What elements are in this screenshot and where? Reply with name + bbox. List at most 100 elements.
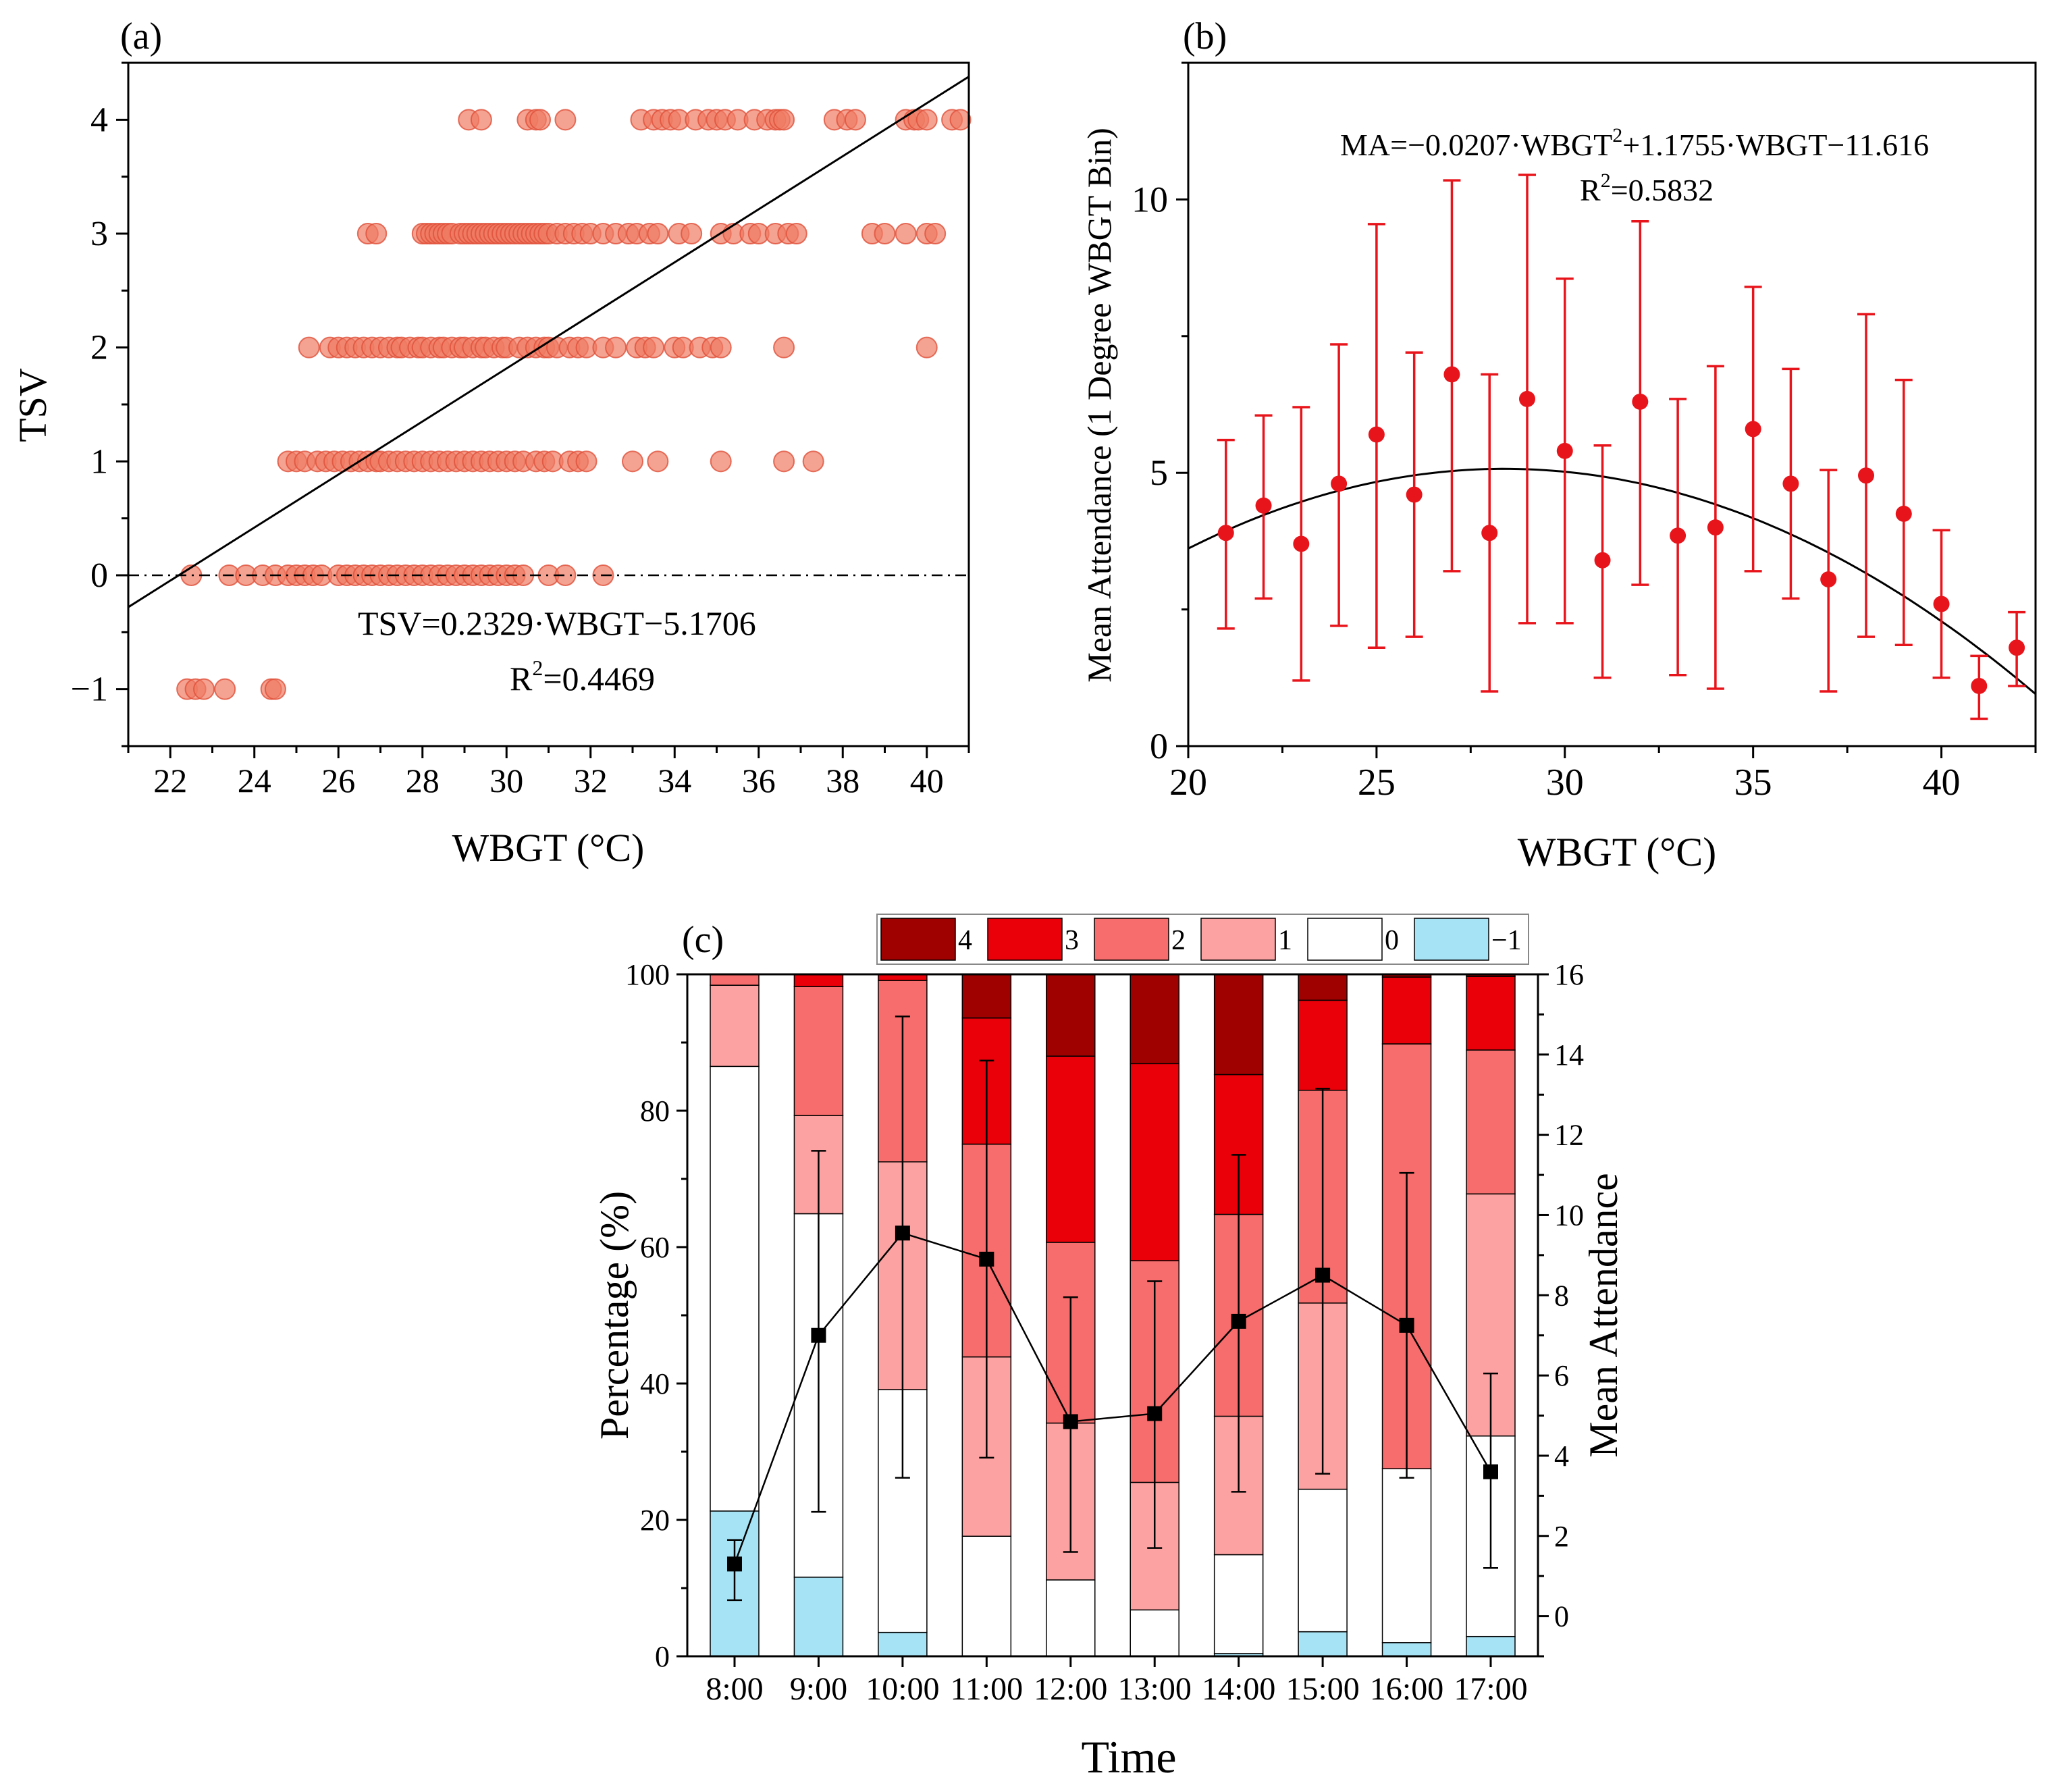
- panel-c-bar-segment: [1046, 1579, 1096, 1657]
- panel-a-point: [647, 223, 669, 244]
- panel-b-point: [1255, 497, 1272, 514]
- panel-c-bar-segment: [1130, 974, 1179, 1065]
- panel-a-equation: TSV=0.2329·WBGT−5.1706: [358, 604, 756, 642]
- panel-c-bar-segment: [1298, 1631, 1348, 1657]
- panel-c-x-tick-label: 17:00: [1454, 1671, 1527, 1707]
- panel-c-y2-tick-label: 4: [1554, 1440, 1569, 1473]
- panel-c-bar-segment: [710, 984, 760, 1068]
- panel-a-point: [874, 223, 896, 244]
- panel-b-point: [2009, 639, 2025, 656]
- panel-a-regression-line: [128, 76, 970, 608]
- panel-b-label: (b): [1183, 16, 1227, 57]
- panel-c-legend-label: 2: [1171, 925, 1186, 956]
- panel-c-x-tick-label: 12:00: [1034, 1671, 1107, 1707]
- panel-b-point: [1745, 421, 1761, 438]
- panel-c-attendance-point: [727, 1556, 742, 1572]
- panel-c-legend-swatch: [1307, 918, 1383, 961]
- panel-a-point: [773, 450, 795, 473]
- panel-c-legend-swatch: [1200, 918, 1276, 961]
- panel-b-point: [1481, 525, 1498, 542]
- panel-c-bar-segment: [1213, 974, 1264, 1076]
- panel-b-point: [1895, 505, 1912, 522]
- panel-a-point: [605, 336, 627, 359]
- panel-c-bar-segment: [710, 1065, 760, 1512]
- panel-c-y2-tick-label: 2: [1554, 1520, 1569, 1553]
- panel-c-bar-segment: [1213, 1554, 1264, 1654]
- panel-a-x-tick-label: 40: [910, 762, 944, 799]
- panel-c-x-tick-label: 16:00: [1370, 1671, 1443, 1707]
- panel-c-x-tick-label: 14:00: [1202, 1671, 1275, 1707]
- panel-a-x-tick-label: 22: [153, 762, 187, 799]
- panel-a-y-tick-label: 4: [90, 101, 108, 139]
- panel-c-attendance-point: [895, 1226, 910, 1241]
- panel-c-legend-label: 0: [1385, 925, 1399, 956]
- panel-a-point: [773, 109, 795, 131]
- panel-a-x-axis-title: WBGT (°C): [452, 826, 645, 870]
- panel-a-x-tick-label: 28: [406, 762, 440, 799]
- panel-a-point: [622, 450, 643, 473]
- panel-c-bar-segment: [1466, 976, 1516, 1051]
- panel-c-x-tick-label: 9:00: [790, 1671, 847, 1707]
- panel-c-y2-tick-label: 12: [1554, 1119, 1584, 1152]
- panel-c-y2-tick-label: 8: [1554, 1279, 1569, 1312]
- panel-c-legend-swatch: [880, 918, 956, 961]
- panel-c-bar-segment: [1298, 1488, 1348, 1633]
- panel-b-point: [1368, 426, 1385, 443]
- panel-b-point: [1858, 467, 1874, 484]
- panel-c-bar-segment: [1381, 976, 1432, 1045]
- panel-a-point: [710, 450, 732, 473]
- panel-a-point: [575, 450, 597, 473]
- panel-c-y2-tick-label: 0: [1554, 1600, 1569, 1633]
- panel-a-point: [785, 223, 807, 244]
- panel-b-x-tick-label: 25: [1358, 762, 1396, 803]
- panel-a-label: (a): [120, 16, 162, 57]
- panel-a-point: [802, 450, 824, 473]
- panel-a-y-tick-label: 2: [90, 329, 108, 367]
- panel-a-x-tick-label: 24: [238, 762, 271, 799]
- panel-c: (c) 4 3 2 1 0 −1 8:00 9:00 10:00 11:00 12:00 13:00…: [592, 914, 1626, 1783]
- panel-a-point: [365, 223, 388, 244]
- panel-a-point: [681, 223, 703, 244]
- panel-a-point: [643, 336, 665, 359]
- panel-c-y2-tick-label: 10: [1554, 1198, 1584, 1232]
- panel-b-point: [1670, 527, 1687, 544]
- panel-c-y-tick-label: 40: [640, 1367, 670, 1400]
- panel-a-point: [915, 336, 938, 359]
- panel-c-y-tick-label: 100: [625, 958, 670, 991]
- panel-c-legend: 4 3 2 1 0 −1: [876, 914, 1529, 965]
- panel-a-x-tick-label: 32: [574, 762, 608, 799]
- panel-a-point: [844, 109, 866, 131]
- panel-c-attendance-point: [1399, 1317, 1414, 1333]
- panel-b-point: [1933, 596, 1950, 612]
- panel-b-y-tick-label: 5: [1150, 452, 1168, 493]
- panel-a-x-tick-label: 36: [742, 762, 776, 799]
- panel-b-point: [1594, 552, 1611, 569]
- panel-a-point: [710, 336, 732, 359]
- panel-a-y-axis-title: TSV: [11, 368, 55, 442]
- panel-a-points: [176, 109, 972, 700]
- panel-c-bar-segment: [1298, 974, 1348, 1001]
- panel-c-bar-segment: [1046, 974, 1096, 1057]
- panel-c-bar-segment: [710, 974, 760, 986]
- panel-c-bar-segment: [793, 974, 844, 987]
- panel-b-x-tick-label: 20: [1169, 762, 1207, 803]
- panel-a-x-tick-label: 34: [658, 762, 691, 799]
- panel-c-attendance-line: [733, 1232, 1492, 1564]
- panel-a-y-tick-label: 3: [90, 215, 108, 253]
- panel-a-point: [529, 109, 552, 131]
- panel-a-y-tick-label: 1: [90, 442, 108, 481]
- panel-c-y-tick-label: 20: [640, 1504, 670, 1537]
- panel-c-attendance-point: [1483, 1464, 1498, 1479]
- panel-a-point: [193, 678, 215, 700]
- panel-c-y-axis-title: Percentage (%): [592, 1191, 637, 1440]
- panel-b: (b) 20 25 30 35 40 0 5 10 MA=−0.0207·WBGT2+1.17…: [1080, 16, 2037, 874]
- panel-c-x-tick-label: 10:00: [866, 1671, 939, 1707]
- panel-c-label: (c): [682, 919, 724, 961]
- panel-c-bar-segment: [1298, 999, 1348, 1091]
- panel-c-attendance-point: [1315, 1267, 1331, 1283]
- panel-c-y2-axis-title: Mean Attendance: [1581, 1173, 1626, 1458]
- panel-b-point: [1632, 393, 1649, 410]
- panel-c-bar-segment: [961, 1535, 1012, 1657]
- panel-c-legend-swatch: [987, 918, 1063, 961]
